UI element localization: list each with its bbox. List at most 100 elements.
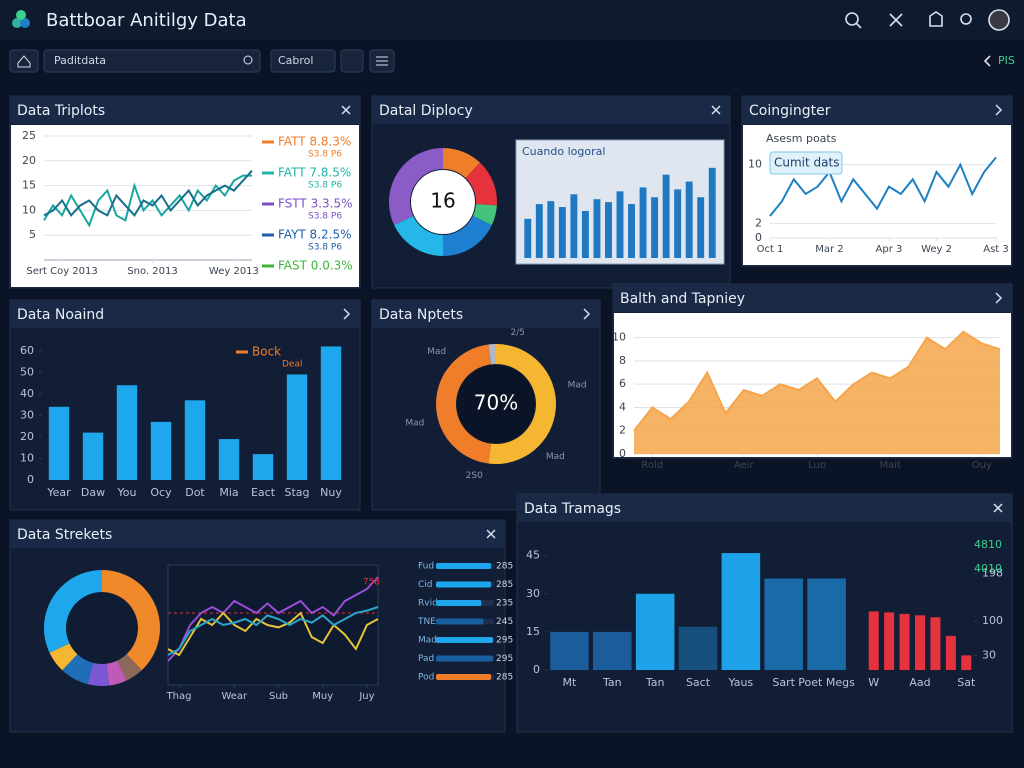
bar [570, 194, 578, 258]
bar [218, 439, 240, 480]
legend-note: S3.8 P6 [308, 212, 342, 222]
chart-title: Cuando logoral [522, 145, 605, 158]
x-tick-label: Stag [284, 486, 309, 499]
x-tick-label: Tan [602, 676, 622, 689]
value-label: 245 [496, 617, 513, 627]
series-line [167, 611, 379, 657]
donut-segment [394, 216, 443, 256]
donut-segment [49, 643, 78, 671]
bar [651, 197, 659, 258]
donut-segment [389, 148, 443, 225]
y-tick-label: 15 [22, 179, 36, 192]
panel-icon[interactable] [343, 308, 351, 320]
home-button[interactable] [9, 49, 39, 73]
x-tick-label: Wey 2013 [209, 266, 259, 277]
donut-outer-label: 2S0 [466, 471, 483, 481]
bar [899, 613, 910, 670]
legend-label: Bock [252, 345, 281, 359]
row-label: Mad [418, 636, 437, 646]
row-label: Rvid [418, 599, 438, 609]
hbar [436, 600, 482, 606]
x-tick-label: Sart [772, 676, 795, 689]
donut-segment [43, 570, 102, 653]
row-label: Pad [418, 654, 434, 664]
y-tick-label: 15 [526, 625, 540, 638]
bar [674, 189, 682, 258]
panel-icon[interactable] [995, 104, 1003, 116]
x-tick-label: Juy [358, 691, 374, 702]
panel-icon[interactable] [711, 105, 721, 115]
y-tick-label: 10 [20, 451, 34, 464]
hbar [436, 637, 494, 643]
bar [524, 218, 532, 258]
y-tick-label: 20 [20, 430, 34, 443]
y-tick-label: 10 [612, 331, 626, 344]
app-title: Battboar Anitilgy Data [46, 10, 247, 31]
bar [884, 612, 895, 670]
back-icon[interactable] [983, 55, 991, 67]
y-tick-label: 10 [748, 158, 762, 171]
panel-header [613, 284, 1012, 312]
x-tick-label: Ast 3 [983, 244, 1009, 255]
panel-body [743, 125, 1011, 265]
x-tick-label: Poet Megs [798, 676, 855, 689]
panel-icon[interactable] [993, 503, 1003, 513]
panel-header [372, 96, 730, 124]
donut-segment [102, 570, 160, 671]
x-tick-label: Sno. 2013 [127, 266, 177, 277]
legend-label: FATT 7.8.5% [278, 166, 351, 180]
series-line [43, 170, 253, 218]
x-tick-label: Aad [909, 676, 930, 689]
panel-title: Coingingter [749, 103, 831, 119]
bar [82, 432, 104, 480]
x-tick-label: Thag [166, 691, 192, 702]
x-tick-label: You [117, 486, 137, 499]
filter-button[interactable] [340, 49, 364, 73]
x-tick-label: Mar 2 [815, 244, 843, 255]
panel-icon[interactable] [486, 529, 496, 539]
bar [807, 578, 846, 670]
y-tick-label: 4 [619, 400, 626, 413]
bar [635, 593, 675, 670]
bar [708, 167, 716, 258]
y-tick-label: 20 [22, 154, 36, 167]
x-tick-label: Apr 3 [876, 244, 903, 255]
bar [697, 197, 705, 258]
y-tick-label: 8 [619, 354, 626, 367]
donut-hole [411, 170, 475, 234]
panel-icon[interactable] [341, 105, 351, 115]
panel-icon[interactable] [583, 308, 591, 320]
y-tick-label: 100 [982, 614, 1003, 627]
bar [252, 454, 274, 480]
area-fill [634, 331, 1000, 454]
panel-header [10, 520, 505, 548]
y-tick-label: 0 [27, 473, 34, 486]
panel-icon[interactable] [995, 292, 1003, 304]
select-box[interactable] [270, 49, 336, 73]
bar [593, 199, 601, 258]
x-tick-label: Sact [686, 676, 711, 689]
donut-segment [488, 344, 496, 365]
search-box[interactable] [43, 49, 261, 73]
panel-title: Balth and Tapniey [620, 291, 745, 307]
header-icons[interactable] [845, 9, 1010, 31]
hbar [436, 655, 494, 662]
x-tick-label: W [868, 676, 879, 689]
x-tick-label: Ocy [150, 486, 172, 499]
donut-segment [87, 662, 110, 687]
chart-subtitle: Asesm poats [766, 132, 837, 145]
x-tick-label: Sub [269, 691, 288, 702]
donut-segment [117, 654, 142, 681]
row-label: Cid [418, 580, 433, 590]
bar [593, 631, 632, 670]
y-tick-label: 30 [526, 587, 540, 600]
y-tick-label: 30 [982, 648, 996, 661]
series-line [769, 156, 997, 217]
bar [286, 374, 308, 480]
y-tick-label: 40 [20, 387, 34, 400]
annotation: Cumit dats [774, 156, 839, 170]
panel-header [10, 300, 360, 328]
x-tick-label: Mia [219, 486, 238, 499]
donut-segment [465, 162, 497, 206]
